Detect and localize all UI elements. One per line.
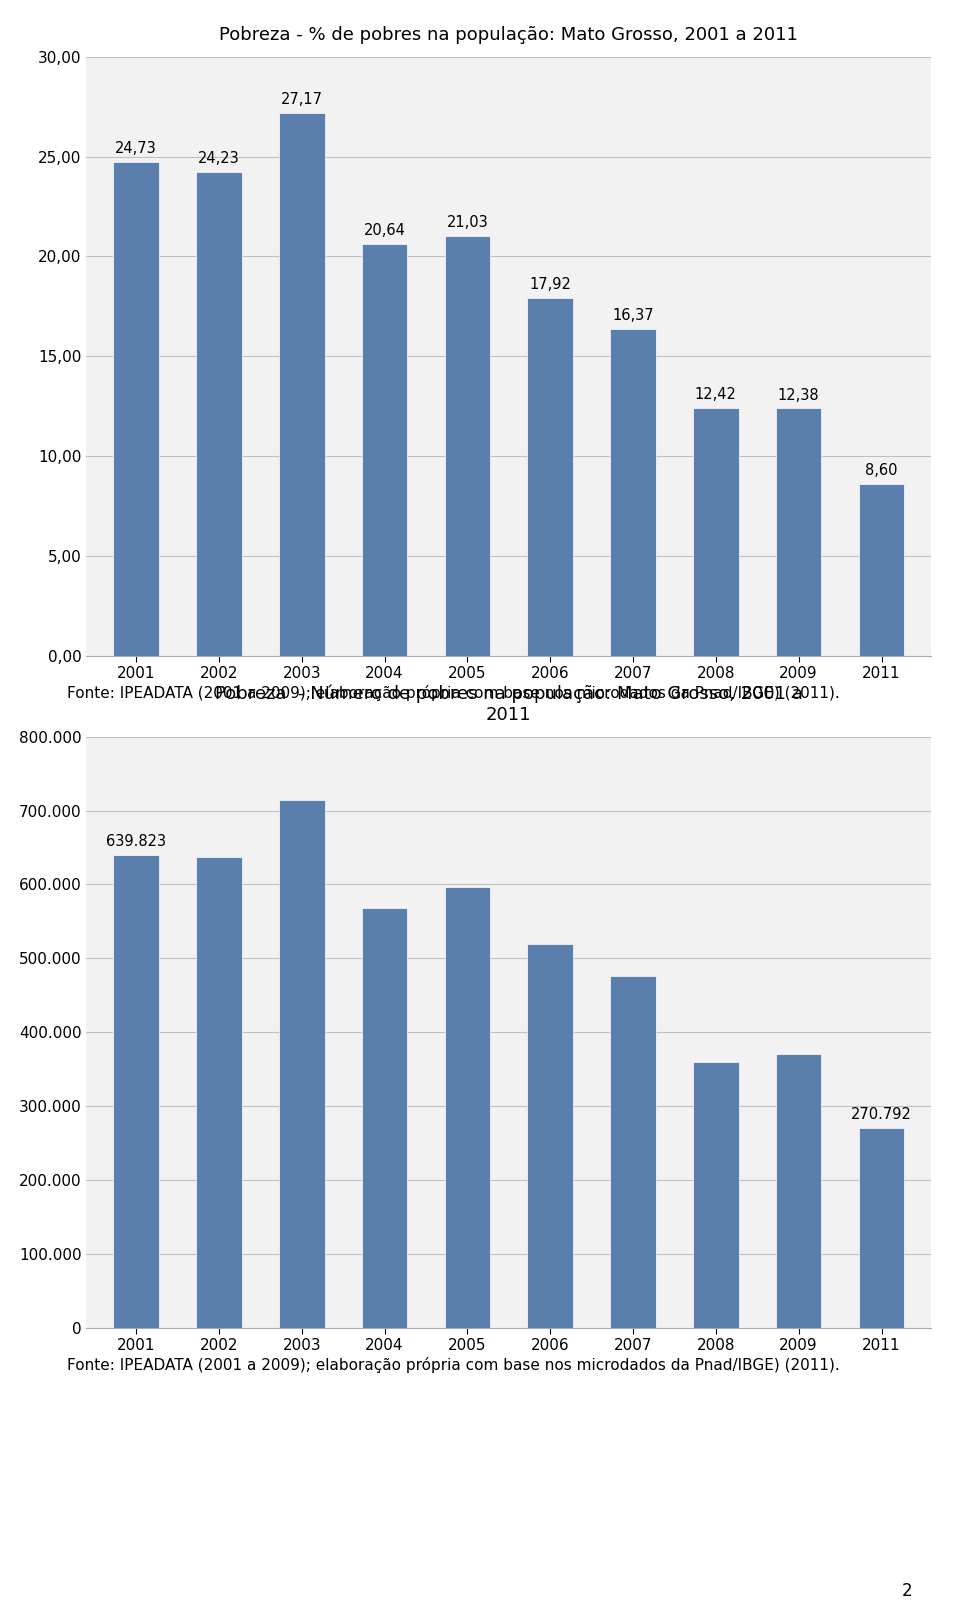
Text: 270.792: 270.792 — [852, 1107, 912, 1122]
Text: 2: 2 — [901, 1582, 912, 1600]
Text: 639.823: 639.823 — [106, 834, 166, 848]
Text: 24,23: 24,23 — [198, 151, 240, 165]
Text: 21,03: 21,03 — [446, 215, 489, 230]
Text: 8,60: 8,60 — [865, 463, 898, 478]
Title: Pobreza - % de pobres na população: Mato Grosso, 2001 a 2011: Pobreza - % de pobres na população: Mato… — [220, 26, 798, 44]
Bar — [611, 976, 656, 1328]
Bar — [693, 408, 738, 656]
Title: Pobreza  - Número de pobres na população: Mato Grosso, 2001 a
2011: Pobreza - Número de pobres na população:… — [215, 685, 803, 724]
Bar — [527, 298, 573, 656]
Text: 20,64: 20,64 — [364, 222, 405, 238]
Bar — [196, 856, 242, 1328]
Bar — [196, 172, 242, 656]
Text: 24,73: 24,73 — [115, 141, 157, 155]
Bar — [362, 243, 407, 656]
Text: Fonte: IPEADATA (2001 a 2009); elaboração própria com base nos microdados da Pna: Fonte: IPEADATA (2001 a 2009); elaboraçã… — [67, 1357, 840, 1373]
Bar — [527, 944, 573, 1328]
Bar — [859, 484, 904, 656]
Bar — [776, 408, 822, 656]
Bar — [611, 329, 656, 656]
Bar — [444, 236, 491, 656]
Bar — [113, 855, 158, 1328]
Text: 27,17: 27,17 — [280, 92, 323, 107]
Bar — [113, 162, 158, 656]
Bar — [776, 1054, 822, 1328]
Text: 12,38: 12,38 — [778, 387, 820, 403]
Bar — [279, 113, 324, 656]
Bar — [444, 887, 491, 1328]
Bar — [859, 1127, 904, 1328]
Text: 12,42: 12,42 — [695, 387, 736, 402]
Bar — [693, 1062, 738, 1328]
Bar — [279, 800, 324, 1328]
Text: 17,92: 17,92 — [529, 277, 571, 291]
Text: Fonte: IPEADATA (2001 a 2009); elaboração própria com base nos microdados da Pna: Fonte: IPEADATA (2001 a 2009); elaboraçã… — [67, 685, 840, 701]
Text: 16,37: 16,37 — [612, 308, 654, 322]
Bar — [362, 908, 407, 1328]
